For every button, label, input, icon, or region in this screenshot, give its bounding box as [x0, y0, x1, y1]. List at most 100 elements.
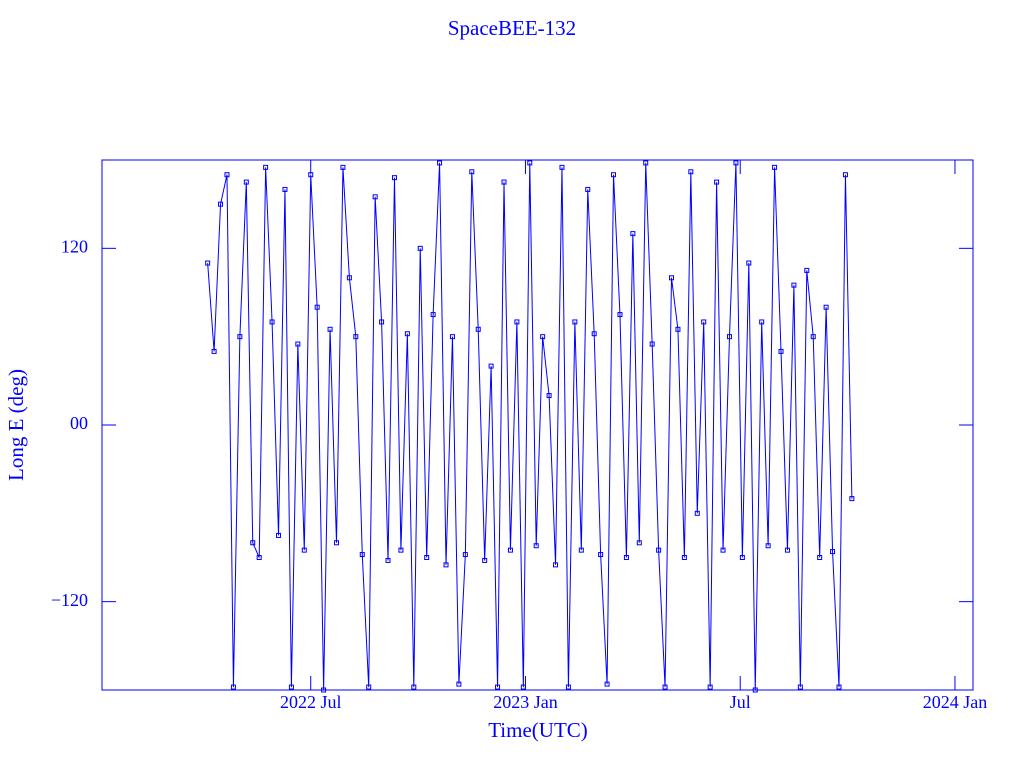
data-point	[295, 341, 301, 347]
data-point	[611, 172, 617, 178]
x-tick-label: 2023 Jan	[493, 692, 558, 712]
data-point	[321, 687, 327, 693]
data-point	[694, 510, 700, 516]
data-point	[585, 186, 591, 192]
data-point	[475, 326, 481, 332]
data-point	[546, 393, 552, 399]
data-point	[359, 552, 365, 558]
data-point	[520, 684, 526, 690]
data-point	[759, 319, 765, 325]
data-point	[269, 319, 275, 325]
data-point	[230, 684, 236, 690]
data-point	[533, 543, 539, 549]
data-point	[701, 319, 707, 325]
x-tick-label: 2022 Jul	[280, 692, 342, 712]
data-point	[836, 684, 842, 690]
data-point	[630, 231, 636, 237]
data-point	[211, 348, 217, 354]
data-point	[559, 164, 565, 170]
data-point	[314, 304, 320, 310]
data-point	[495, 684, 501, 690]
data-point	[462, 552, 468, 558]
data-point	[507, 547, 513, 553]
data-point	[540, 334, 546, 340]
data-point	[688, 169, 694, 175]
series-line	[207, 162, 853, 691]
data-point	[553, 562, 559, 568]
data-point	[739, 555, 745, 560]
data-point	[649, 341, 655, 347]
data-point	[263, 164, 269, 170]
data-point	[765, 543, 771, 549]
data-point	[791, 282, 797, 288]
data-point	[604, 681, 610, 687]
data-point	[437, 160, 443, 166]
data-point	[488, 363, 494, 369]
data-point	[449, 334, 455, 340]
data-point	[334, 540, 339, 546]
data-point	[598, 552, 604, 558]
data-point	[469, 169, 475, 175]
data-point	[527, 160, 533, 166]
data-point	[430, 312, 436, 318]
data-point	[379, 319, 385, 325]
data-point	[391, 175, 397, 181]
data-point	[417, 245, 423, 251]
data-point	[662, 684, 668, 690]
x-tick-label: Jul	[730, 692, 751, 712]
data-point	[205, 260, 211, 266]
data-point	[482, 557, 488, 563]
data-point	[398, 547, 404, 553]
data-point	[276, 532, 282, 538]
data-point	[617, 312, 623, 318]
data-point	[243, 179, 249, 185]
data-point	[830, 549, 836, 555]
data-point	[675, 326, 681, 332]
data-point	[784, 547, 790, 553]
data-point	[288, 684, 294, 690]
data-point	[778, 348, 784, 354]
data-point	[726, 334, 732, 340]
data-point	[746, 260, 752, 266]
data-point	[797, 684, 803, 690]
data-point	[578, 547, 584, 553]
data-point	[514, 319, 520, 325]
data-point	[301, 547, 307, 553]
data-point	[346, 275, 352, 281]
data-point	[643, 160, 649, 166]
data-point	[250, 540, 256, 546]
data-point	[501, 179, 507, 185]
data-point	[804, 267, 810, 273]
data-point	[385, 557, 391, 563]
data-point	[424, 555, 430, 560]
y-tick-label: −120	[51, 590, 88, 610]
data-point	[565, 684, 571, 690]
data-point	[572, 319, 578, 325]
data-point	[340, 164, 346, 170]
x-tick-label: 2024 Jan	[923, 692, 988, 712]
chart-title: SpaceBEE-132	[448, 16, 576, 40]
data-point	[636, 540, 642, 546]
data-point	[372, 194, 378, 200]
data-point	[849, 496, 855, 502]
data-point	[669, 275, 674, 281]
data-point	[237, 334, 243, 340]
data-point	[411, 684, 417, 690]
data-point	[218, 201, 224, 207]
data-point	[842, 172, 848, 178]
data-point	[282, 186, 288, 192]
data-point	[752, 687, 758, 693]
data-point	[656, 547, 662, 553]
data-point	[733, 160, 739, 166]
data-point	[823, 304, 829, 310]
data-point	[720, 547, 726, 553]
data-point	[714, 179, 720, 185]
data-point	[443, 562, 449, 568]
data-point	[366, 684, 372, 690]
data-point	[681, 555, 687, 560]
data-point	[404, 331, 410, 337]
y-tick-label: 00	[70, 413, 88, 433]
data-point	[810, 334, 816, 340]
